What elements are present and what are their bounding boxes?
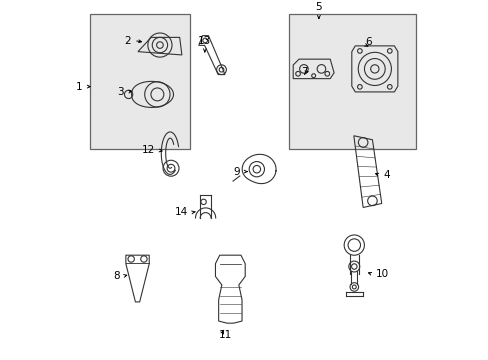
Text: 7: 7: [301, 67, 307, 77]
Text: 9: 9: [233, 167, 240, 177]
Text: 11: 11: [219, 330, 232, 340]
Text: 12: 12: [142, 145, 155, 156]
Text: 4: 4: [383, 170, 389, 180]
Text: 10: 10: [375, 269, 388, 279]
Text: 3: 3: [117, 87, 123, 97]
Bar: [90, 14, 189, 149]
Bar: [288, 14, 415, 149]
Text: 6: 6: [364, 37, 371, 47]
Text: 1: 1: [76, 82, 82, 91]
Text: 13: 13: [198, 36, 211, 46]
Text: 5: 5: [315, 2, 322, 12]
Text: 2: 2: [123, 36, 130, 46]
Text: 8: 8: [113, 271, 120, 281]
Text: 14: 14: [175, 207, 188, 217]
